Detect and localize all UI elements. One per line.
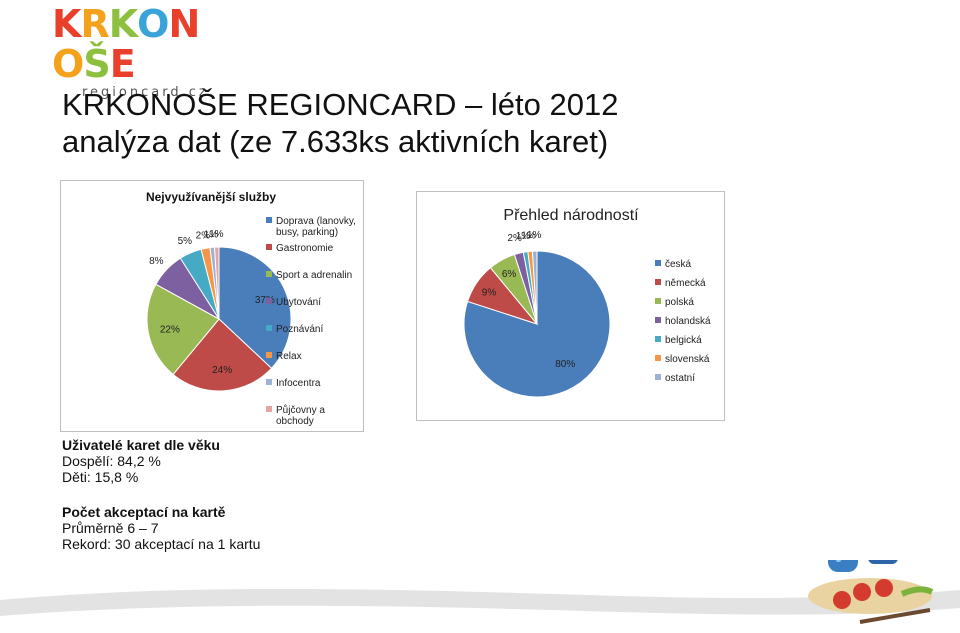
legend-entry: ostatní (665, 373, 695, 384)
cup-icon (868, 560, 898, 564)
logo-letter: O (52, 42, 84, 86)
thermos-icon (828, 560, 858, 572)
sandwich-icon (808, 578, 934, 624)
legend-swatch (655, 374, 661, 380)
data-label: 1% (516, 231, 531, 242)
legend-swatch (266, 406, 272, 412)
pie-slice (213, 246, 220, 320)
pie-slice (218, 246, 292, 369)
title-line-2: analýza dat (ze 7.633ks aktivních karet) (62, 124, 609, 159)
nationality-pie-chart: Přehled národností 80% 9% 6% 2% 1% 1% 1% česká n… (416, 191, 725, 421)
legend-swatch (266, 298, 272, 304)
pie-slice (146, 283, 220, 376)
legend-swatch (655, 355, 661, 361)
age-children: Děti: 15,8 % (62, 469, 139, 485)
logo-subtext: regioncard.cz (82, 85, 209, 100)
data-label: 9% (482, 287, 497, 298)
logo-letter: K (108, 2, 138, 46)
logo-letter: R (80, 2, 109, 46)
legend-entry: česká (665, 259, 692, 270)
data-label: 24% (212, 365, 232, 376)
logo-word: KRKONOŠE (52, 4, 222, 84)
data-label: 1% (527, 230, 542, 241)
legend-swatch (655, 298, 661, 304)
data-label: 37% (255, 295, 275, 306)
legend-swatch (266, 379, 272, 385)
legend-swatch (266, 217, 272, 223)
legend-entry: Poznávání (276, 324, 323, 335)
legend-entry: Sport a adrenalin (276, 270, 352, 281)
legend-swatch (266, 325, 272, 331)
legend-entry: německá (665, 278, 706, 289)
legend-swatch (266, 244, 272, 250)
legend-entry: Gastronomie (276, 243, 334, 254)
data-label: 1% (204, 229, 219, 240)
services-pie-svg: Nejvyužívanější služby 37% 24% 22% 8% 5%2%1%… (146, 190, 356, 427)
data-label: 2% (507, 233, 522, 244)
decorative-footer-illustration (0, 560, 960, 624)
data-label: 80% (555, 359, 575, 370)
data-label: 5% (178, 236, 193, 247)
acceptance-section: Počet akceptací na kartě Průměrně 6 – 7 … (62, 504, 260, 552)
data-label: 2% (196, 231, 211, 242)
legend-swatch (266, 271, 272, 277)
services-pie-chart: Nejvyužívanější služby 37% 24% 22% 8% 5% 2% 1%… (60, 180, 364, 432)
legend-entry: Relax (276, 351, 302, 362)
footer-swoosh (0, 588, 960, 616)
pie-slice (531, 250, 538, 325)
chart-title: Přehled národností (503, 207, 639, 224)
title-line-1: KRKONOŠE REGIONCARD – léto 2012 (62, 87, 619, 122)
krkonose-logo: KRKONOŠE regioncard.cz (52, 4, 222, 100)
logo-letter: E (109, 42, 136, 86)
age-heading: Uživatelé karet dle věku (62, 437, 220, 453)
legend-entry: belgická (665, 335, 702, 346)
nationality-pie-svg: Přehled národností 80%9%6%2%1%1%1%českán… (463, 207, 711, 398)
legend-swatch (655, 317, 661, 323)
logo-letter: K (52, 2, 81, 46)
legend-swatch (655, 279, 661, 285)
legend-entry: polská (665, 297, 694, 308)
data-label: 8% (149, 256, 164, 267)
data-label: 22% (160, 324, 180, 335)
legend-swatch (266, 352, 272, 358)
chart-title: Nejvyužívanější služby (146, 190, 276, 204)
legend-entry: Doprava (lanovky, busy, parking) (276, 216, 356, 238)
logo-letter: O (137, 2, 169, 46)
acceptance-record: Rekord: 30 akceptací na 1 kartu (62, 536, 261, 552)
legend-swatch (655, 260, 661, 266)
logo-letter: Š (83, 42, 110, 86)
legend-entry: holandská (665, 316, 711, 327)
age-adults: Dospělí: 84,2 % (62, 453, 161, 469)
pie-slice (172, 318, 273, 392)
acceptance-average: Průměrně 6 – 7 (62, 520, 159, 536)
data-label: 1% (209, 229, 224, 240)
page-title: KRKONOŠE REGIONCARD – léto 2012 analýza … (62, 86, 618, 160)
data-label: 1% (521, 230, 536, 241)
legend-entry: Ubytování (276, 297, 321, 308)
age-section: Uživatelé karet dle věku Dospělí: 84,2 %… (62, 437, 220, 485)
legend-entry: slovenská (665, 354, 710, 365)
logo-letter: N (168, 2, 200, 46)
legend-entry: Infocentra (276, 378, 321, 389)
legend-swatch (655, 336, 661, 342)
legend-entry: Půjčovny a obchody (276, 404, 325, 427)
acceptance-heading: Počet akceptací na kartě (62, 504, 226, 520)
data-label: 6% (502, 269, 517, 280)
